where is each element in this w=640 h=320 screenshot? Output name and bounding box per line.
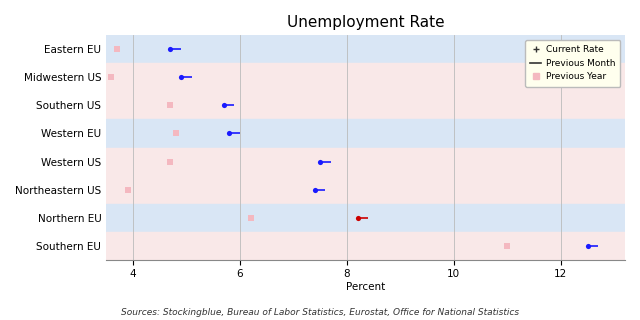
Point [170,131,180,136]
X-axis label: Percent: Percent [346,282,385,292]
Bar [106,148,625,176]
Bar [106,204,625,232]
Point [106,75,116,80]
Point [502,243,513,248]
Bar [106,63,625,92]
Point [165,47,175,52]
Point [176,75,186,80]
Title: Unemployment Rate: Unemployment Rate [287,15,444,30]
Legend: Current Rate, Previous Month, Previous Year: Current Rate, Previous Month, Previous Y… [525,40,621,87]
Point [165,103,175,108]
Point [112,47,122,52]
Text: Sources: Stockingblue, Bureau of Labor Statistics, Eurostat, Office for National: Sources: Stockingblue, Bureau of Labor S… [121,308,519,317]
Bar [106,119,625,148]
Point [582,243,593,248]
Bar [106,35,625,63]
Point [245,215,255,220]
Point [219,103,229,108]
Bar [106,176,625,204]
Bar [106,232,625,260]
Point [315,159,325,164]
Point [122,187,132,192]
Point [165,159,175,164]
Point [224,131,234,136]
Bar [106,92,625,119]
Point [310,187,320,192]
Point [353,215,363,220]
